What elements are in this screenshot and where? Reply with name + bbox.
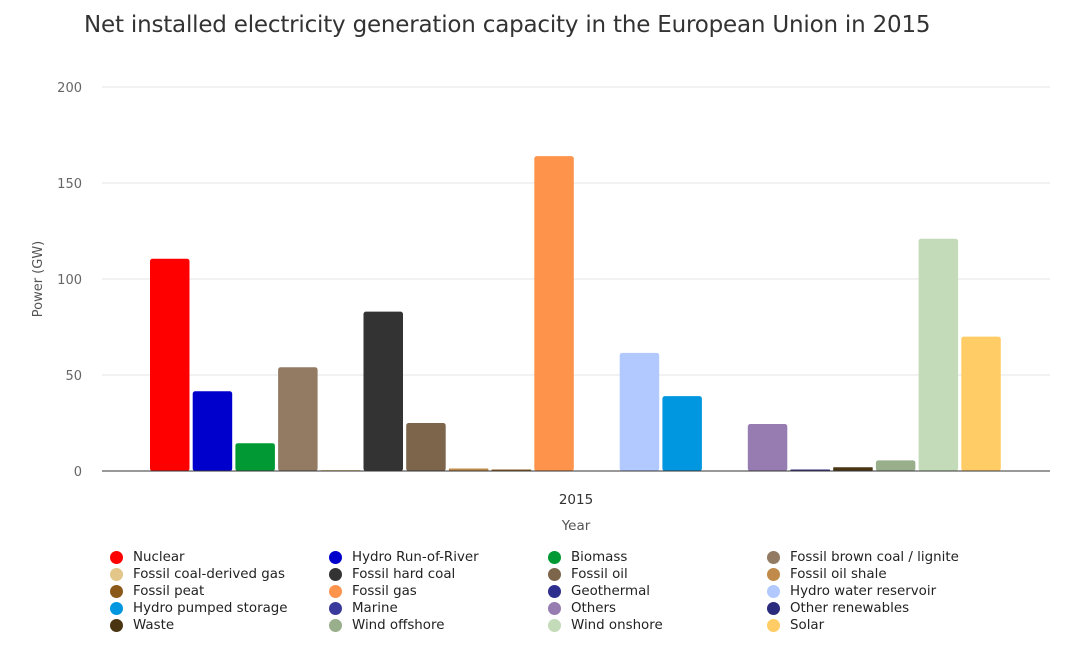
- bar-nuclear[interactable]: [150, 258, 190, 471]
- legend-label: Geothermal: [571, 583, 651, 599]
- y-axis-title: Power (GW): [31, 241, 46, 318]
- legend-swatch: [767, 584, 780, 598]
- bar-biomass[interactable]: [235, 443, 275, 471]
- legend-label: Fossil coal-derived gas: [133, 566, 285, 582]
- legend-item-fossil-brown-coal-lignite[interactable]: Fossil brown coal / lignite: [767, 549, 1027, 565]
- bar-hydro-pumped-storage[interactable]: [662, 396, 702, 471]
- y-tick-label: 200: [57, 81, 82, 96]
- legend-swatch: [548, 601, 561, 615]
- legend-item-fossil-oil[interactable]: Fossil oil: [548, 566, 767, 582]
- legend-item-wind-offshore[interactable]: Wind offshore: [329, 617, 548, 633]
- y-tick-label: 150: [57, 177, 82, 192]
- legend-item-hydro-pumped-storage[interactable]: Hydro pumped storage: [110, 600, 329, 616]
- legend-swatch: [329, 601, 342, 615]
- legend-item-fossil-peat[interactable]: Fossil peat: [110, 583, 329, 599]
- legend-item-fossil-oil-shale[interactable]: Fossil oil shale: [767, 566, 1027, 582]
- legend-label: Fossil gas: [352, 583, 417, 599]
- legend-label: Wind offshore: [352, 617, 445, 633]
- legend-swatch: [329, 567, 342, 581]
- legend-swatch: [329, 584, 342, 598]
- legend-label: Fossil peat: [133, 583, 205, 599]
- legend-item-hydro-water-reservoir[interactable]: Hydro water reservoir: [767, 583, 1027, 599]
- legend-swatch: [767, 550, 780, 564]
- legend-label: Nuclear: [133, 549, 185, 565]
- legend-item-hydro-run-of-river[interactable]: Hydro Run-of-River: [329, 549, 548, 565]
- bar-fossil-brown-coal-lignite[interactable]: [278, 367, 318, 471]
- chart-title: Net installed electricity generation cap…: [84, 12, 931, 38]
- legend-item-wind-onshore[interactable]: Wind onshore: [548, 617, 767, 633]
- legend-swatch: [767, 567, 780, 581]
- legend-swatch: [548, 618, 561, 632]
- legend-swatch: [110, 584, 123, 598]
- legend-label: Fossil oil: [571, 566, 628, 582]
- legend-item-biomass[interactable]: Biomass: [548, 549, 767, 565]
- legend-swatch: [329, 550, 342, 564]
- legend-item-waste[interactable]: Waste: [110, 617, 329, 633]
- x-category-label: 2015: [559, 492, 593, 508]
- legend-swatch: [548, 550, 561, 564]
- y-tick-label: 100: [57, 273, 82, 288]
- legend: Nuclear Hydro Run-of-River Biomass Fossil b…: [110, 549, 1050, 633]
- bars: [150, 156, 1001, 471]
- bar-others[interactable]: [747, 424, 788, 471]
- legend-label: Wind onshore: [571, 617, 663, 633]
- legend-label: Solar: [790, 617, 825, 633]
- legend-item-fossil-coal-derived-gas[interactable]: Fossil coal-derived gas: [110, 566, 329, 582]
- legend-item-other-renewables[interactable]: Other renewables: [767, 600, 1027, 616]
- bar-fossil-gas[interactable]: [534, 156, 574, 471]
- legend-item-fossil-hard-coal[interactable]: Fossil hard coal: [329, 566, 548, 582]
- legend-item-others[interactable]: Others: [548, 600, 767, 616]
- bar-wind-onshore[interactable]: [918, 238, 959, 471]
- legend-label: Waste: [133, 617, 175, 633]
- legend-swatch: [767, 601, 780, 615]
- legend-swatch: [110, 618, 123, 632]
- legend-swatch: [329, 618, 342, 632]
- legend-label: Biomass: [571, 549, 628, 565]
- bar-solar[interactable]: [961, 336, 1001, 471]
- legend-swatch: [767, 618, 780, 632]
- legend-item-solar[interactable]: Solar: [767, 617, 1027, 633]
- bar-hydro-water-reservoir[interactable]: [619, 352, 660, 471]
- legend-swatch: [110, 601, 123, 615]
- legend-label: Fossil brown coal / lignite: [790, 549, 959, 565]
- legend-item-nuclear[interactable]: Nuclear: [110, 549, 329, 565]
- legend-label: Hydro pumped storage: [133, 600, 288, 616]
- legend-swatch: [110, 550, 123, 564]
- x-axis-title: Year: [561, 518, 591, 534]
- bar-chart: 0 50 100 150 200 2015 Year Power (GW): [31, 81, 1050, 534]
- y-axis-ticks: 0 50 100 150 200: [57, 81, 82, 480]
- y-tick-label: 0: [74, 465, 82, 480]
- legend-label: Hydro Run-of-River: [352, 549, 479, 565]
- legend-item-fossil-gas[interactable]: Fossil gas: [329, 583, 548, 599]
- legend-item-geothermal[interactable]: Geothermal: [548, 583, 767, 599]
- legend-swatch: [110, 567, 123, 581]
- legend-label: Others: [571, 600, 616, 616]
- legend-label: Fossil oil shale: [790, 566, 887, 582]
- legend-swatch: [548, 584, 561, 598]
- legend-label: Fossil hard coal: [352, 566, 456, 582]
- bar-wind-offshore[interactable]: [875, 460, 916, 471]
- y-tick-label: 50: [65, 369, 82, 384]
- bar-hydro-run-of-river[interactable]: [192, 391, 233, 471]
- legend-label: Other renewables: [790, 600, 910, 616]
- bar-fossil-oil[interactable]: [406, 423, 446, 471]
- legend-label: Marine: [352, 600, 398, 616]
- bar-fossil-hard-coal[interactable]: [363, 311, 404, 471]
- gridlines: [102, 86, 1050, 376]
- legend-label: Hydro water reservoir: [790, 583, 937, 599]
- bar-waste[interactable]: [833, 467, 873, 471]
- legend-swatch: [548, 567, 561, 581]
- legend-item-marine[interactable]: Marine: [329, 600, 548, 616]
- bar-fossil-oil-shale[interactable]: [448, 468, 489, 472]
